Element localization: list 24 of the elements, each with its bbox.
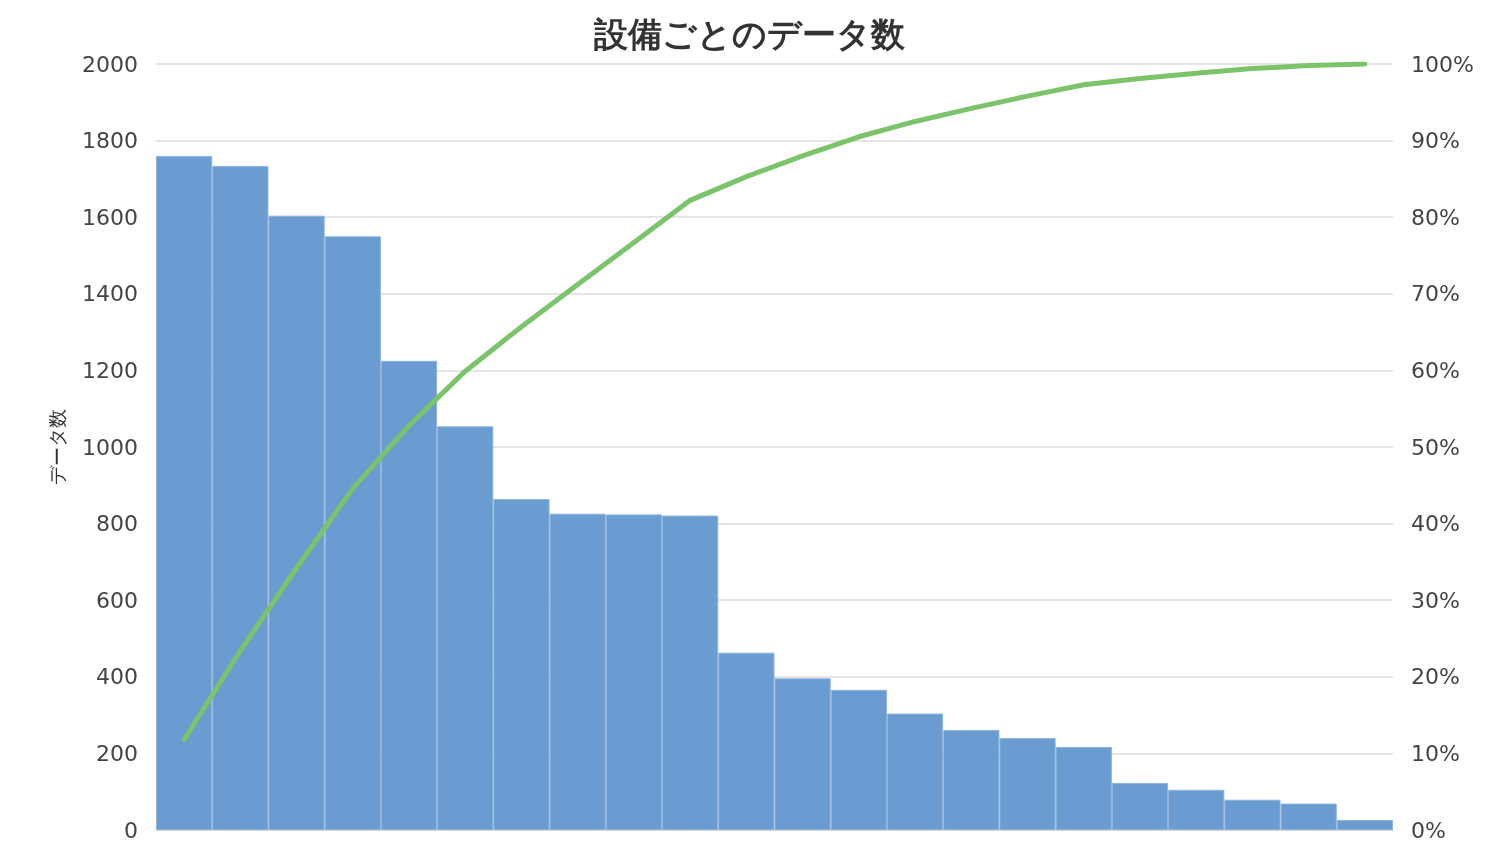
y2-tick-label: 70% <box>1411 281 1460 307</box>
y2-tick-label: 10% <box>1411 740 1460 766</box>
y2-tick-label: 80% <box>1411 204 1460 230</box>
y2-tick-label: 100% <box>1411 51 1474 77</box>
y-tick-label: 0 <box>124 817 138 843</box>
y-tick-label: 1000 <box>82 434 138 460</box>
y2-tick-label: 50% <box>1411 434 1460 460</box>
y-axis-title: データ数 <box>45 409 68 485</box>
y2-tick-label: 20% <box>1411 664 1460 690</box>
y-tick-label: 2000 <box>82 51 138 77</box>
y-tick-label: 800 <box>96 511 138 537</box>
y-tick-label: 1200 <box>82 357 138 383</box>
y2-tick-label: 90% <box>1411 128 1460 154</box>
y-tick-label: 1400 <box>82 281 138 307</box>
y-tick-label: 400 <box>96 664 138 690</box>
y2-tick-label: 40% <box>1411 511 1460 537</box>
y-tick-label: 1600 <box>82 204 138 230</box>
y2-tick-label: 30% <box>1411 587 1460 613</box>
y2-tick-label: 60% <box>1411 357 1460 383</box>
y-tick-label: 600 <box>96 587 138 613</box>
chart-title: 設備ごとのデータ数 <box>593 14 906 54</box>
y2-tick-label: 0% <box>1411 817 1446 843</box>
y-tick-label: 1800 <box>82 128 138 154</box>
y-tick-label: 200 <box>96 740 138 766</box>
